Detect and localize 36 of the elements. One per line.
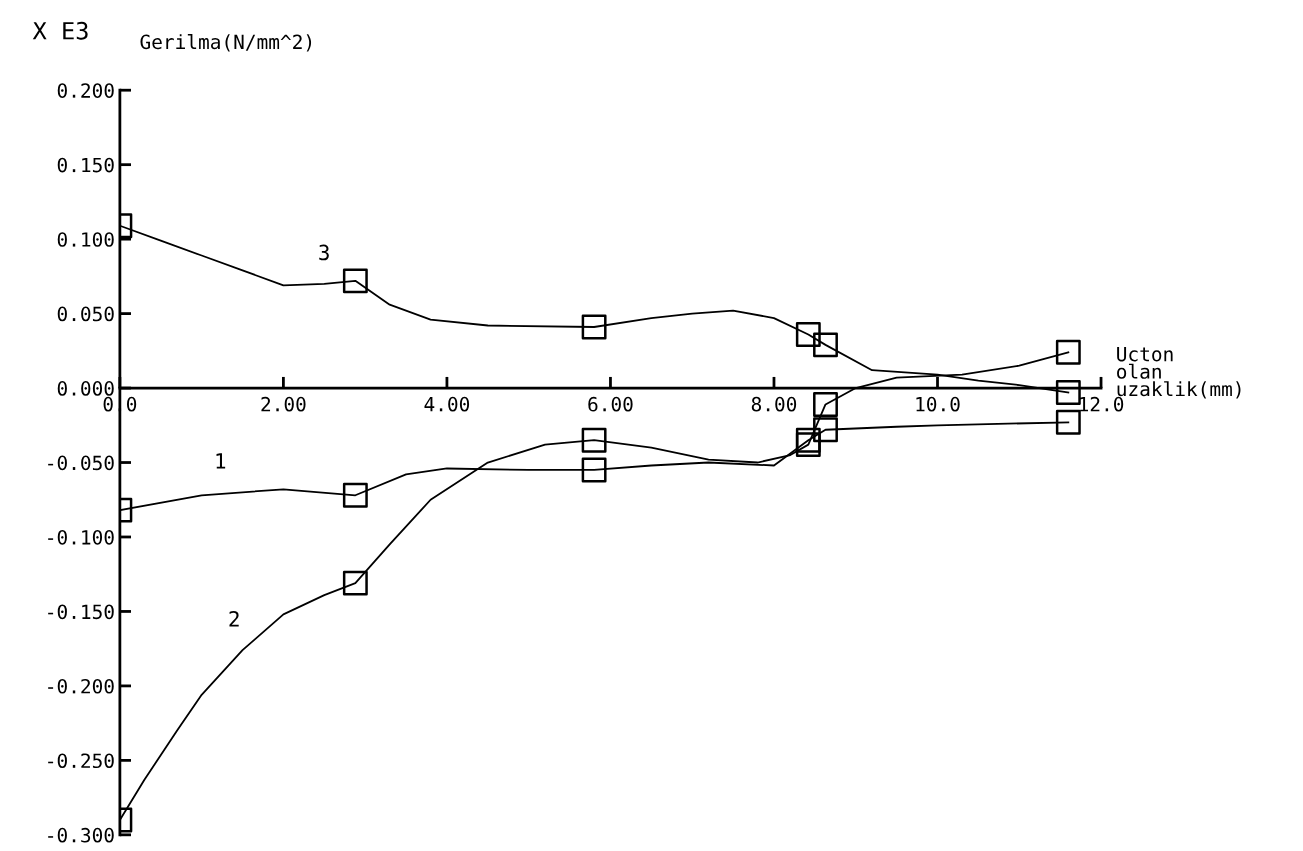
text: X E3	[32, 21, 88, 40]
x-tick-label: 4.00	[424, 396, 470, 412]
y-tick-label: 0.200	[57, 83, 114, 98]
point	[813, 332, 838, 358]
x-tick-label: 8.00	[751, 396, 797, 412]
y-tick-label: -0.050	[48, 455, 114, 471]
point	[813, 391, 838, 417]
y-tick-label: 0.150	[57, 157, 114, 173]
point	[342, 268, 368, 294]
y-tick-label: 0.000	[57, 381, 114, 396]
y-tick-label: -0.250	[48, 753, 114, 769]
annotation: 3	[319, 244, 329, 261]
y-tick-label: -0.150	[48, 604, 114, 620]
x-tick-label: 10.0	[916, 396, 960, 412]
y-tick-label: -0.300	[48, 827, 114, 843]
point	[581, 457, 607, 483]
point	[795, 427, 821, 453]
y-axis-title: Gerilma(N/mm^2)	[140, 34, 312, 52]
point	[342, 482, 368, 508]
x-tick-label: 2.00	[261, 396, 306, 412]
y-tick-label: 0.100	[57, 232, 114, 247]
point	[795, 432, 821, 458]
point	[342, 570, 368, 596]
y-tick-label: 0.050	[57, 306, 114, 322]
annotation: 1	[216, 453, 226, 469]
point	[813, 417, 838, 443]
point	[795, 322, 821, 347]
point	[1055, 380, 1081, 405]
point	[1055, 409, 1081, 435]
x-tick-label: 6.00	[588, 396, 633, 412]
annotation: 2	[229, 610, 239, 627]
point	[1055, 339, 1081, 365]
y-tick-label: -0.100	[48, 529, 114, 545]
point	[581, 314, 607, 340]
point	[581, 427, 607, 453]
y-tick-label: -0.200	[48, 678, 114, 694]
